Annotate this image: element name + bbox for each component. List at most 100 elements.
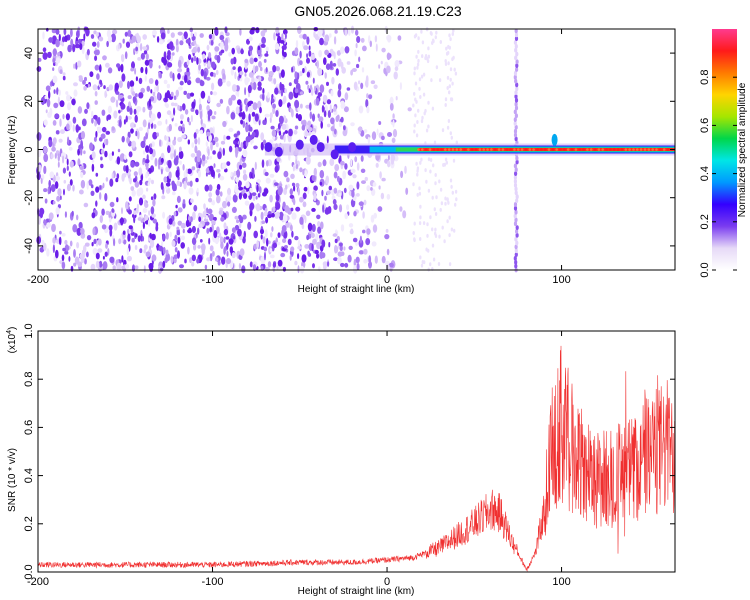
noise-speckle (387, 132, 392, 137)
noise-speckle (358, 201, 364, 206)
noise-speckle (326, 190, 331, 195)
noise-speckle (101, 208, 105, 216)
noise-speckle (191, 166, 196, 171)
noise-speckle (450, 135, 453, 140)
noise-speckle (324, 34, 330, 43)
noise-speckle (132, 96, 137, 103)
noise-speckle (356, 193, 360, 197)
noise-speckle (117, 148, 121, 153)
noise-speckle (361, 67, 365, 73)
stripe-speckle (514, 190, 518, 196)
noise-speckle (159, 139, 162, 147)
noise-speckle (448, 262, 452, 267)
stripe-speckle (514, 28, 518, 34)
signal-dot (436, 148, 440, 151)
noise-speckle (175, 89, 179, 98)
noise-speckle (353, 264, 358, 274)
noise-speckle (95, 172, 99, 177)
noise-speckle (307, 127, 313, 132)
noise-speckle (221, 256, 226, 265)
noise-speckle (306, 234, 310, 241)
noise-speckle (299, 196, 304, 203)
noise-speckle (294, 88, 299, 94)
noise-speckle (56, 195, 61, 202)
noise-speckle (339, 46, 345, 54)
noise-speckle (212, 150, 216, 155)
noise-speckle (337, 89, 342, 98)
noise-speckle (316, 253, 320, 259)
noise-speckle (130, 186, 135, 191)
noise-speckle (217, 78, 223, 87)
noise-speckle (417, 108, 420, 113)
noise-speckle (353, 210, 357, 217)
signal-dot (655, 148, 658, 151)
noise-speckle (162, 260, 166, 269)
noise-speckle (381, 47, 386, 53)
noise-speckle (283, 134, 286, 143)
noise-speckle (363, 248, 368, 255)
noise-speckle (388, 262, 394, 268)
noise-speckle (247, 191, 250, 196)
noise-speckle (86, 235, 92, 241)
noise-speckle (300, 103, 303, 109)
noise-speckle (119, 94, 124, 99)
noise-speckle (362, 211, 365, 219)
noise-speckle (64, 35, 68, 43)
noise-speckle (142, 34, 147, 40)
noise-speckle (166, 135, 169, 143)
noise-speckle (422, 221, 426, 226)
noise-speckle (442, 163, 445, 167)
noise-speckle (168, 41, 174, 50)
noise-speckle (131, 189, 136, 197)
noise-speckle (274, 87, 279, 95)
noise-speckle (133, 123, 136, 128)
noise-speckle (334, 164, 340, 172)
noise-speckle (118, 238, 122, 245)
noise-speckle (208, 184, 213, 192)
noise-speckle (111, 172, 114, 180)
noise-speckle (434, 35, 437, 40)
noise-speckle (360, 82, 364, 90)
noise-speckle (340, 160, 345, 166)
noise-speckle (179, 80, 184, 86)
noise-speckle (386, 65, 391, 74)
noise-speckle (334, 244, 338, 254)
stripe-speckle (514, 90, 518, 95)
noise-speckle (280, 252, 286, 258)
noise-speckle (371, 241, 377, 247)
noise-speckle (61, 261, 66, 270)
noise-speckle (139, 43, 143, 52)
noise-speckle (324, 49, 329, 56)
noise-speckle (205, 167, 210, 174)
noise-speckle (104, 90, 107, 99)
noise-speckle (275, 26, 280, 34)
noise-speckle (211, 61, 216, 69)
noise-speckle (292, 164, 295, 172)
noise-speckle (251, 192, 257, 197)
noise-speckle (220, 241, 224, 249)
noise-speckle (294, 47, 299, 55)
noise-speckle (315, 233, 319, 242)
noise-speckle (199, 80, 205, 87)
noise-speckle (136, 106, 142, 112)
noise-speckle (450, 184, 453, 189)
stripe-speckle (514, 171, 518, 177)
noise-speckle (449, 131, 452, 136)
noise-speckle (239, 103, 242, 111)
noise-speckle (297, 107, 301, 112)
noise-speckle (297, 26, 302, 35)
spectrogram-x-ticks: -200 -100 0 100 (27, 29, 571, 286)
noise-speckle (381, 135, 385, 141)
noise-speckle (208, 197, 213, 203)
noise-speckle (120, 103, 126, 110)
noise-speckle (177, 236, 181, 244)
noise-speckle (205, 215, 208, 220)
noise-speckle (105, 243, 108, 249)
noise-speckle (233, 133, 238, 138)
noise-speckle (393, 155, 399, 162)
noise-speckle (359, 235, 362, 244)
noise-speckle (437, 262, 441, 266)
signal-dot (605, 148, 608, 151)
noise-speckle (289, 108, 293, 113)
noise-speckle (98, 36, 104, 42)
